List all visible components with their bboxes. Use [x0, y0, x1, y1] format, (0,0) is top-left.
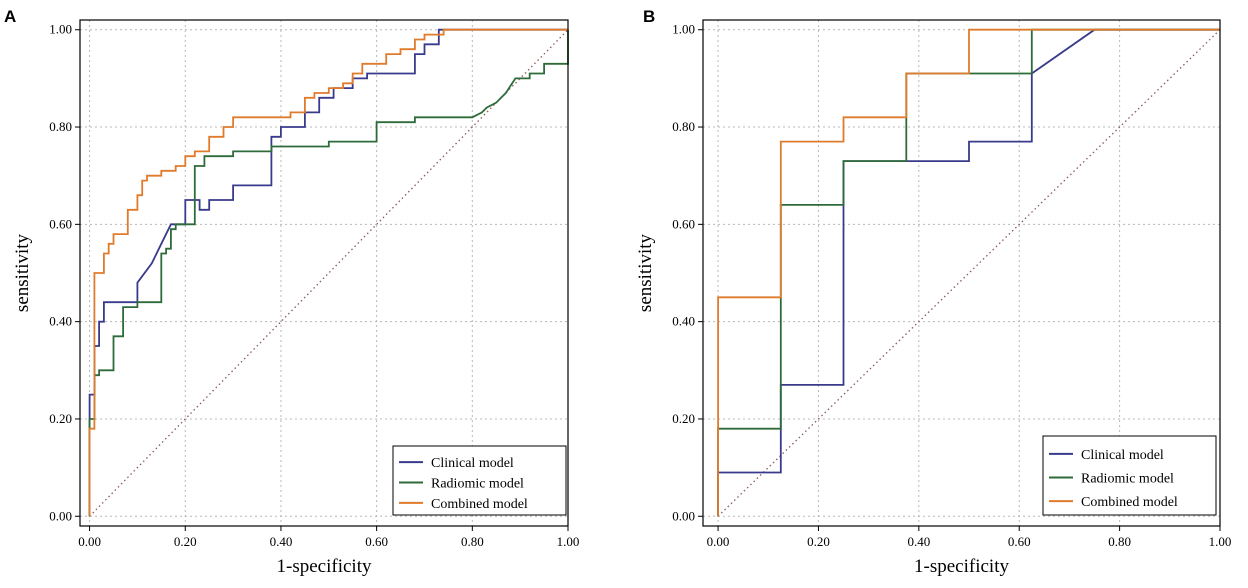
legend-label: Clinical model: [1081, 448, 1164, 463]
x-tick-label: 0.20: [807, 534, 830, 549]
y-tick-label: 0.00: [672, 508, 695, 523]
x-tick-label: 0.00: [707, 534, 730, 549]
x-tick-label: 1.00: [1209, 534, 1232, 549]
x-tick-label: 0.40: [270, 534, 293, 549]
x-tick-label: 0.80: [461, 534, 484, 549]
panel-a: A 0.00 0.20 0.40 0.60 0.80 1.00 0.00 0.20 0.40 0.6…: [4, 7, 579, 577]
y-tick-label: 0.60: [49, 216, 72, 231]
legend-label: Clinical model: [431, 456, 514, 471]
y-tick-label: 0.20: [49, 411, 72, 426]
legend: Clinical model Radiomic model Combined mod…: [392, 445, 567, 516]
plot-frame: [702, 19, 1221, 527]
x-axis-title: 1-specificity: [914, 556, 1009, 577]
y-tick-label: 0.80: [672, 119, 695, 134]
series-radiomic-model: [717, 28, 1220, 517]
x-axis-title: 1-specificity: [277, 556, 372, 577]
legend-label: Combined model: [1081, 495, 1178, 510]
y-axis-title: sensitivity: [12, 233, 33, 312]
x-tick-label: 0.00: [78, 534, 101, 549]
y-tick-label: 1.00: [49, 22, 72, 37]
legend-label: Radiomic model: [431, 477, 524, 492]
x-tick-label: 0.40: [907, 534, 930, 549]
y-tick-label: 0.80: [49, 119, 72, 134]
reference-diagonal: [89, 29, 569, 517]
x-tick-label: 0.20: [174, 534, 197, 549]
panel-letter: A: [4, 7, 16, 26]
x-tick-label: 0.60: [365, 534, 388, 549]
series-radiomic-model: [88, 29, 569, 517]
series-combined-model: [88, 28, 568, 517]
series-clinical-model: [88, 28, 568, 517]
y-axis-title: sensitivity: [635, 233, 656, 312]
y-tick-label: 0.00: [49, 508, 72, 523]
y-tick-label: 0.60: [672, 216, 695, 231]
legend-label: Radiomic model: [1081, 472, 1174, 487]
y-tick-label: 0.40: [49, 314, 72, 329]
legend: Clinical model Radiomic model Combined mod…: [1042, 435, 1217, 516]
panel-b: B 0.00 0.20 0.40 0.60 0.80 1.00 0.00 0.20 0.40 0.6…: [635, 7, 1231, 577]
series-combined-model: [717, 28, 1220, 517]
panel-letter: B: [643, 7, 655, 26]
legend-label: Combined model: [431, 497, 528, 512]
x-tick-label: 1.00: [557, 534, 580, 549]
y-tick-label: 1.00: [672, 22, 695, 37]
plot-frame: [79, 19, 569, 527]
x-tick-label: 0.60: [1008, 534, 1031, 549]
y-tick-label: 0.40: [672, 314, 695, 329]
y-tick-label: 0.20: [672, 411, 695, 426]
x-tick-label: 0.80: [1108, 534, 1131, 549]
